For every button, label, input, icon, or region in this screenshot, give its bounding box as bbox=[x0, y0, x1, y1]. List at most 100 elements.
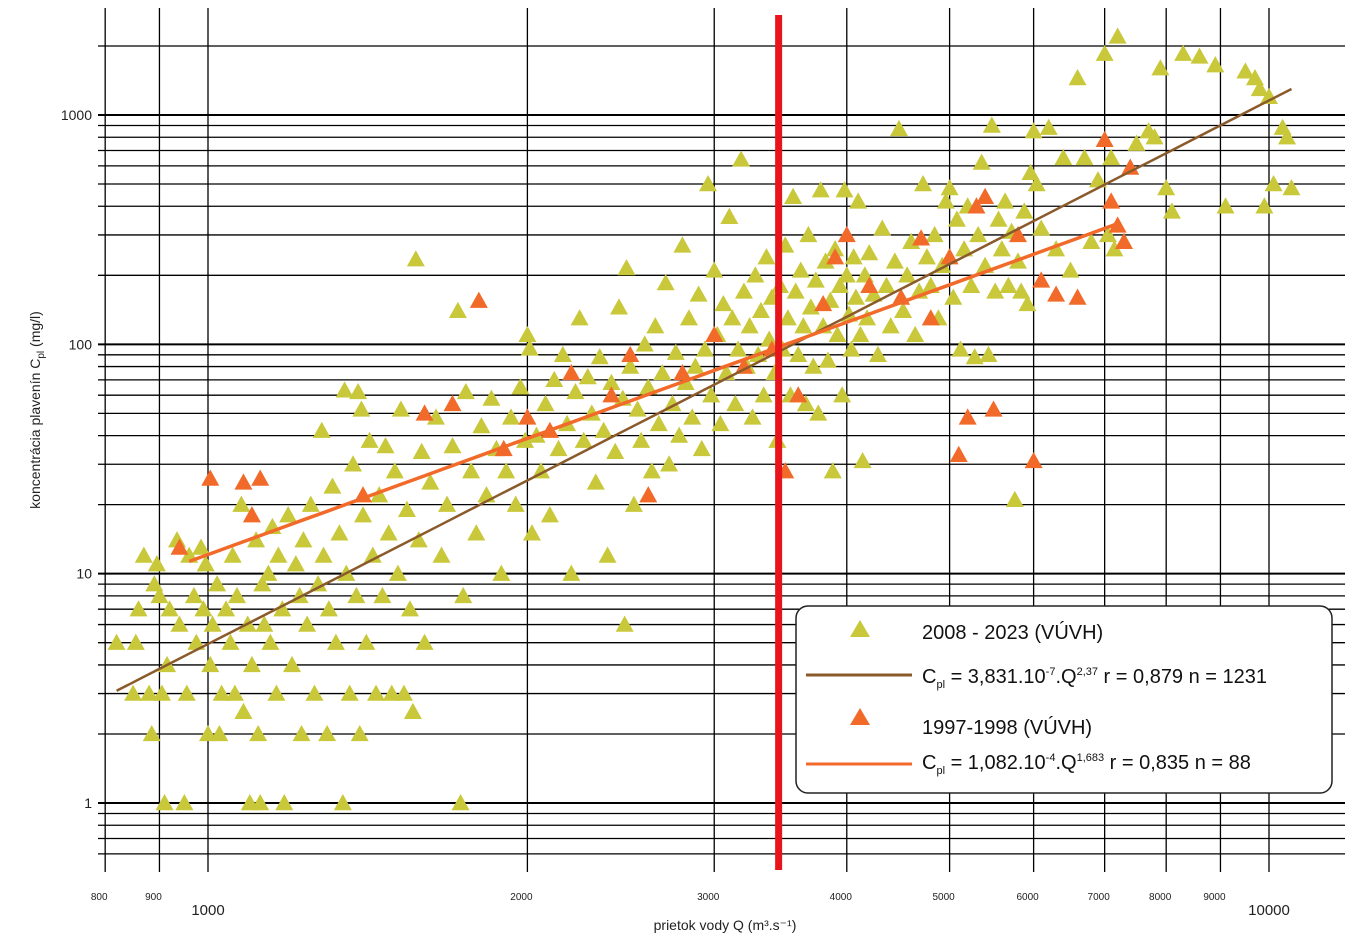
data-point bbox=[124, 684, 143, 701]
fit-line bbox=[188, 222, 1119, 564]
data-point bbox=[492, 564, 511, 581]
data-point bbox=[947, 210, 966, 227]
data-point bbox=[518, 408, 537, 425]
y-tick-label: 100 bbox=[69, 336, 93, 352]
data-point bbox=[1068, 68, 1087, 86]
data-point bbox=[196, 555, 215, 572]
y-axis-title-subscript: pl bbox=[36, 351, 47, 359]
data-point bbox=[835, 181, 854, 198]
data-point bbox=[388, 564, 407, 581]
data-point bbox=[778, 309, 797, 326]
data-point bbox=[1260, 87, 1278, 105]
data-point bbox=[837, 266, 856, 283]
data-point bbox=[925, 225, 944, 243]
data-point bbox=[472, 417, 491, 434]
data-point bbox=[477, 486, 496, 503]
data-point bbox=[286, 555, 305, 572]
data-point bbox=[711, 414, 730, 432]
data-point bbox=[578, 368, 597, 385]
data-point bbox=[140, 684, 159, 701]
data-point bbox=[1015, 202, 1034, 219]
data-point bbox=[1005, 490, 1024, 507]
x-tick-label: 5000 bbox=[932, 892, 955, 903]
data-point bbox=[740, 317, 759, 334]
data-point bbox=[858, 309, 877, 326]
legend-symbol-2008 bbox=[850, 620, 870, 637]
data-point bbox=[333, 794, 352, 811]
data-point bbox=[261, 633, 280, 650]
data-point bbox=[251, 794, 270, 811]
data-point bbox=[153, 684, 172, 701]
data-point bbox=[754, 386, 773, 403]
x-tick-label: 4000 bbox=[830, 892, 853, 903]
data-point bbox=[283, 655, 302, 673]
data-point bbox=[628, 400, 647, 417]
data-point bbox=[203, 615, 222, 632]
data-point bbox=[142, 724, 161, 742]
data-point bbox=[606, 442, 625, 459]
data-point bbox=[170, 615, 189, 632]
data-point bbox=[532, 462, 551, 479]
data-point bbox=[1095, 130, 1114, 147]
data-point bbox=[376, 437, 395, 454]
data-point bbox=[160, 600, 179, 617]
data-point bbox=[242, 655, 261, 673]
fit-lines bbox=[116, 87, 1293, 692]
data-point bbox=[340, 684, 359, 701]
data-point bbox=[894, 301, 913, 319]
y-tick-label: 10 bbox=[76, 566, 92, 582]
data-point bbox=[1250, 79, 1269, 97]
data-point bbox=[635, 335, 654, 352]
data-point bbox=[996, 192, 1015, 209]
data-point bbox=[804, 357, 823, 374]
data-point bbox=[989, 210, 1008, 227]
data-point bbox=[187, 633, 206, 650]
data-point bbox=[247, 531, 266, 548]
x-tick-label: 2000 bbox=[510, 892, 533, 903]
data-point bbox=[653, 363, 672, 381]
data-point bbox=[656, 274, 675, 291]
tick-labels: 800 900 1000 2000 3000 4000 5000 6000 7000 8000 90… bbox=[61, 107, 1290, 919]
data-point bbox=[379, 524, 398, 541]
data-point bbox=[462, 462, 481, 479]
data-point bbox=[860, 244, 879, 261]
data-point bbox=[992, 240, 1011, 257]
data-point bbox=[955, 240, 974, 257]
data-point bbox=[890, 119, 909, 137]
data-point bbox=[898, 266, 917, 283]
data-point bbox=[842, 340, 861, 357]
data-point bbox=[962, 276, 981, 293]
data-point bbox=[794, 317, 813, 334]
data-point bbox=[729, 340, 748, 357]
data-point bbox=[673, 363, 692, 381]
data-point bbox=[734, 357, 753, 374]
data-points bbox=[107, 27, 1301, 811]
data-point bbox=[349, 382, 368, 400]
data-point bbox=[940, 179, 959, 196]
data-point bbox=[811, 181, 830, 198]
data-point bbox=[986, 282, 1005, 299]
data-point bbox=[426, 408, 445, 425]
data-point bbox=[454, 586, 473, 604]
data-point bbox=[259, 564, 278, 581]
data-point bbox=[1121, 158, 1140, 175]
data-point bbox=[639, 378, 658, 395]
data-point bbox=[279, 506, 298, 523]
data-point bbox=[177, 684, 196, 701]
data-point bbox=[833, 386, 852, 403]
data-point bbox=[1021, 163, 1040, 180]
legend-equation-2008: Cpl = 3,831.10-7.Q2,37 r = 0,879 n = 123… bbox=[922, 666, 1267, 691]
data-point bbox=[217, 600, 236, 617]
data-point bbox=[940, 248, 959, 265]
data-point bbox=[958, 408, 977, 425]
data-point bbox=[844, 248, 863, 265]
data-point bbox=[689, 285, 708, 302]
data-point bbox=[184, 586, 203, 604]
legend: 2008 - 2023 (VÚVH) Cpl = 3,831.10-7.Q2,3… bbox=[795, 605, 1333, 794]
data-point bbox=[683, 408, 702, 425]
data-point bbox=[602, 386, 621, 403]
data-point bbox=[881, 317, 900, 334]
data-point bbox=[545, 370, 564, 388]
data-point bbox=[969, 225, 988, 243]
